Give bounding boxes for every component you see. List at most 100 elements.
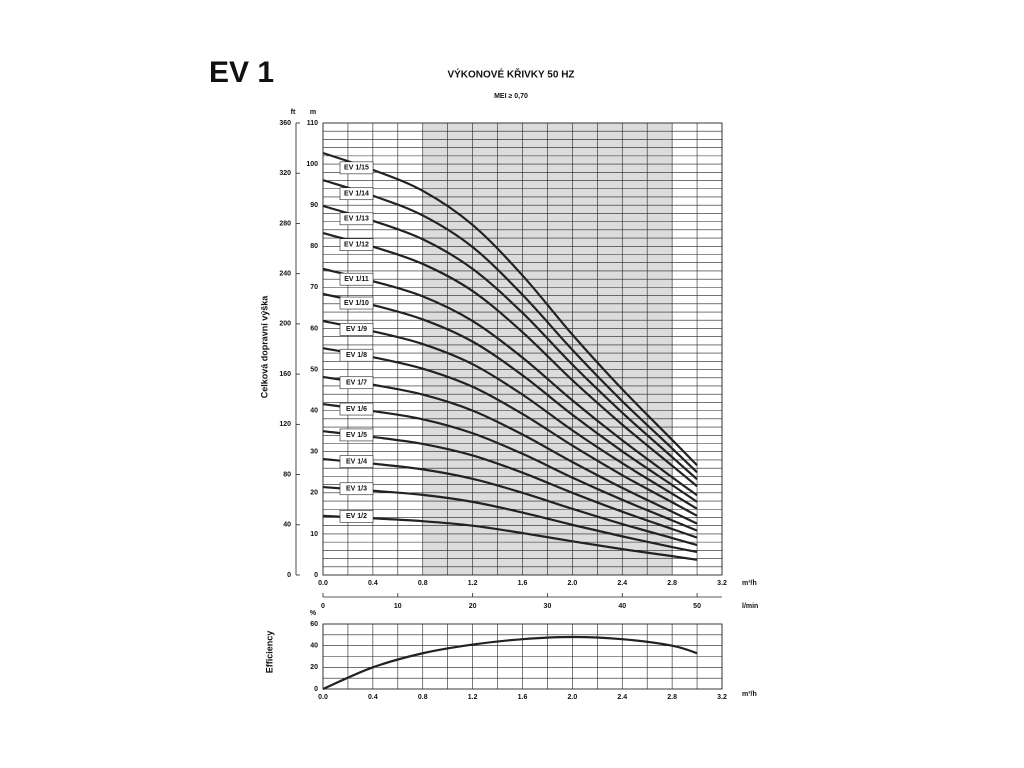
performance-curve (322, 179, 698, 474)
curve-label: EV 1/12 (344, 242, 369, 249)
curve-label-box (339, 187, 374, 201)
y-tick-label: 50 (310, 366, 318, 373)
performance-curve (322, 267, 698, 497)
y-alt-unit: ft (291, 109, 296, 116)
performance-curve (322, 402, 698, 532)
x-alt-tick-label: 20 (469, 603, 477, 610)
curve-label: EV 1/5 (346, 432, 367, 439)
performance-curve (322, 347, 698, 517)
performance-curve (322, 151, 698, 467)
y-alt-tick-label: 360 (279, 120, 291, 127)
x-alt-tick-label: 50 (693, 603, 701, 610)
x-tick-label: 2.4 (617, 694, 627, 701)
x-tick-label: 2.4 (617, 580, 627, 587)
x-alt-tick-label: 10 (394, 603, 402, 610)
y-tick-label: 60 (310, 621, 318, 628)
curve-label-box (339, 296, 374, 310)
curve-label: EV 1/6 (346, 406, 367, 413)
y-alt-tick-label: 40 (283, 522, 291, 529)
y-tick-label: 110 (307, 120, 318, 127)
x-tick-label: 0.0 (318, 694, 328, 701)
x-tick-label: 1.2 (468, 694, 478, 701)
performance-curve (322, 232, 698, 488)
y-alt-tick-label: 0 (287, 572, 291, 579)
curve-label: EV 1/2 (346, 513, 367, 520)
y-tick-label: 0 (314, 686, 318, 693)
x-unit: m³/h (742, 580, 757, 587)
x-alt-tick-label: 30 (544, 603, 552, 610)
curve-label: EV 1/10 (344, 300, 369, 307)
x-tick-label: 1.6 (518, 694, 528, 701)
y-tick-label: 90 (310, 202, 318, 209)
curve-label-box (339, 348, 374, 362)
performance-curve (322, 514, 698, 561)
curve-label: EV 1/4 (346, 458, 367, 465)
curve-label-box (339, 272, 374, 286)
x-tick-label: 0.8 (418, 580, 428, 587)
y-unit: m (310, 109, 316, 116)
y-tick-label: 80 (310, 243, 318, 250)
x-alt-tick-label: 40 (618, 603, 626, 610)
x-tick-label: 3.2 (717, 694, 727, 701)
x-tick-label: 0.0 (318, 580, 328, 587)
model-title: EV 1 (209, 56, 274, 89)
y-alt-tick-label: 160 (279, 371, 291, 378)
curve-label-box (339, 212, 374, 226)
eff-unit: % (310, 610, 317, 617)
curve-label-box (339, 428, 374, 442)
curve-label-box (339, 455, 374, 468)
curve-label: EV 1/13 (344, 216, 369, 223)
x-tick-label: 0.4 (368, 694, 378, 701)
y-axis-title: Celková dopravní výška (259, 295, 269, 399)
curve-label-box (339, 402, 374, 416)
y-alt-tick-label: 240 (279, 271, 291, 278)
y-tick-label: 70 (310, 284, 318, 291)
curve-label-box (339, 482, 374, 496)
x-tick-label: 2.0 (568, 580, 578, 587)
performance-curve (322, 458, 698, 547)
x-alt-tick-label: 0 (321, 603, 325, 610)
y-tick-label: 60 (310, 325, 318, 332)
x-tick-label: 2.0 (568, 694, 578, 701)
y-tick-label: 20 (310, 490, 318, 497)
x-tick-label: 1.2 (468, 580, 478, 587)
x-tick-label: 3.2 (717, 580, 727, 587)
x-alt-unit: l/min (742, 603, 758, 610)
y-tick-label: 20 (310, 664, 318, 671)
curve-label-box (339, 323, 374, 336)
curve-label-box (339, 376, 374, 390)
y-tick-label: 10 (310, 531, 318, 538)
curve-label: EV 1/14 (344, 191, 369, 198)
x-tick-label: 1.6 (518, 580, 528, 587)
curve-label: EV 1/7 (346, 380, 367, 387)
curve-label: EV 1/11 (344, 276, 369, 283)
curve-label: EV 1/3 (346, 486, 367, 493)
y-tick-label: 100 (306, 161, 318, 168)
eff-x-unit: m³/h (742, 691, 757, 698)
y-alt-tick-label: 80 (283, 471, 291, 478)
performance-curve (322, 319, 698, 510)
curve-label: EV 1/15 (344, 165, 369, 172)
x-tick-label: 0.4 (368, 580, 378, 587)
performance-curve (322, 635, 698, 691)
performance-curve (322, 430, 698, 539)
x-tick-label: 2.8 (667, 694, 677, 701)
curve-label: EV 1/8 (346, 352, 367, 359)
y-tick-label: 40 (310, 407, 318, 414)
y-tick-label: 0 (314, 572, 318, 579)
chart-subtitle: MEI ≥ 0,70 (494, 93, 528, 100)
y-tick-label: 40 (310, 643, 318, 650)
curve-label-box (339, 509, 374, 523)
y-tick-label: 30 (310, 449, 318, 456)
eff-axis-title: Efficiency (264, 631, 274, 674)
chart-title: VÝKONOVÉ KŘIVKY 50 HZ (447, 68, 574, 81)
y-alt-tick-label: 120 (279, 421, 291, 428)
curve-label: EV 1/9 (346, 326, 367, 333)
curve-label-box (339, 161, 374, 175)
x-tick-label: 0.8 (418, 694, 428, 701)
performance-curve (322, 375, 698, 525)
y-alt-tick-label: 200 (279, 321, 291, 328)
performance-curve (322, 204, 698, 481)
y-alt-tick-label: 280 (279, 220, 291, 227)
performance-curve (322, 485, 698, 554)
